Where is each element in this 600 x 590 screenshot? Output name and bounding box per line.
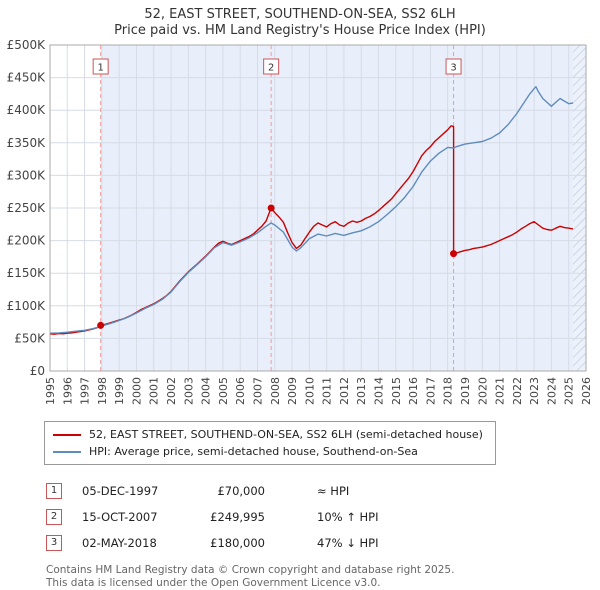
svg-text:2003: 2003 [182,377,195,405]
legend-item-price-paid: 52, EAST STREET, SOUTHEND-ON-SEA, SS2 6L… [53,426,487,443]
svg-text:3: 3 [450,63,456,74]
svg-text:£400K: £400K [7,103,47,117]
page-title: 52, EAST STREET, SOUTHEND-ON-SEA, SS2 6L… [144,7,456,22]
transaction-row: 1 05-DEC-1997 £70,000 ≈ HPI [46,478,600,504]
svg-text:£300K: £300K [7,168,47,182]
svg-text:2019: 2019 [459,377,472,405]
legend-item-hpi: HPI: Average price, semi-detached house,… [53,443,487,460]
svg-text:2020: 2020 [476,377,489,405]
svg-text:2026: 2026 [580,377,593,405]
legend-label-hpi: HPI: Average price, semi-detached house,… [89,445,418,458]
price-paid-line-swatch [53,433,81,436]
svg-text:2004: 2004 [200,377,213,405]
svg-text:2011: 2011 [321,377,334,405]
svg-text:1997: 1997 [79,377,92,405]
svg-text:£100K: £100K [7,299,47,313]
svg-text:£200K: £200K [7,234,47,248]
svg-text:2014: 2014 [373,377,386,405]
svg-text:1: 1 [97,63,103,74]
transaction-price: £70,000 [217,484,265,498]
svg-text:2024: 2024 [545,377,558,405]
svg-text:£150K: £150K [7,266,47,280]
page-subtitle: Price paid vs. HM Land Registry's House … [114,23,486,38]
svg-text:2021: 2021 [494,377,507,405]
price-chart: 1 2 3 £0 £50K £100K £150K £200K £250K £300K £350K £… [7,39,593,405]
svg-text:£450K: £450K [7,71,47,85]
svg-text:2010: 2010 [303,377,316,405]
svg-text:2007: 2007 [251,377,264,405]
transaction-row: 2 15-OCT-2007 £249,995 10% ↑ HPI [46,504,600,530]
svg-text:2006: 2006 [234,377,247,405]
svg-text:2018: 2018 [442,377,455,405]
transaction-date: 15-OCT-2007 [82,510,158,524]
svg-text:1996: 1996 [61,377,74,405]
chart-header: 52, EAST STREET, SOUTHEND-ON-SEA, SS2 6L… [0,0,600,39]
transactions-table: 1 05-DEC-1997 £70,000 ≈ HPI 2 15-OCT-200… [46,478,600,556]
transaction-vs-hpi: 47% ↓ HPI [317,536,379,550]
svg-text:2023: 2023 [528,377,541,405]
svg-text:2016: 2016 [407,377,420,405]
footer-line-2: This data is licensed under the Open Gov… [46,577,381,589]
svg-text:2008: 2008 [269,377,282,405]
svg-text:1995: 1995 [44,377,57,405]
legend-label-price-paid: 52, EAST STREET, SOUTHEND-ON-SEA, SS2 6L… [89,428,483,441]
svg-text:2001: 2001 [148,377,161,405]
transaction-vs-hpi: ≈ HPI [317,484,350,498]
svg-text:£0: £0 [30,364,45,378]
svg-text:£500K: £500K [7,39,47,52]
svg-text:2015: 2015 [390,377,403,405]
svg-text:£350K: £350K [7,136,47,150]
svg-text:2: 2 [268,63,274,74]
svg-text:2025: 2025 [563,377,576,405]
svg-text:1998: 1998 [96,377,109,405]
transaction-number-badge: 1 [46,483,62,499]
transaction-date: 02-MAY-2018 [82,536,157,550]
svg-text:2012: 2012 [338,377,351,405]
svg-text:2009: 2009 [286,377,299,405]
svg-text:£50K: £50K [14,331,46,345]
svg-text:2022: 2022 [511,377,524,405]
transaction-number-badge: 2 [46,509,62,525]
transaction-vs-hpi: 10% ↑ HPI [317,510,379,524]
svg-text:2005: 2005 [217,377,230,405]
svg-text:2013: 2013 [355,377,368,405]
svg-text:2002: 2002 [165,377,178,405]
chart-legend: 52, EAST STREET, SOUTHEND-ON-SEA, SS2 6L… [44,421,496,465]
transaction-price: £249,995 [210,510,265,524]
svg-text:2017: 2017 [424,377,437,405]
svg-text:2000: 2000 [130,377,143,405]
hpi-line-swatch [53,450,81,453]
footer-line-1: Contains HM Land Registry data © Crown c… [46,564,455,576]
transaction-row: 3 02-MAY-2018 £180,000 47% ↓ HPI [46,530,600,556]
svg-text:£250K: £250K [7,201,47,215]
transaction-number-badge: 3 [46,535,62,551]
license-footer: Contains HM Land Registry data © Crown c… [46,564,600,590]
transaction-date: 05-DEC-1997 [82,484,159,498]
svg-text:1999: 1999 [113,377,126,405]
transaction-price: £180,000 [210,536,265,550]
